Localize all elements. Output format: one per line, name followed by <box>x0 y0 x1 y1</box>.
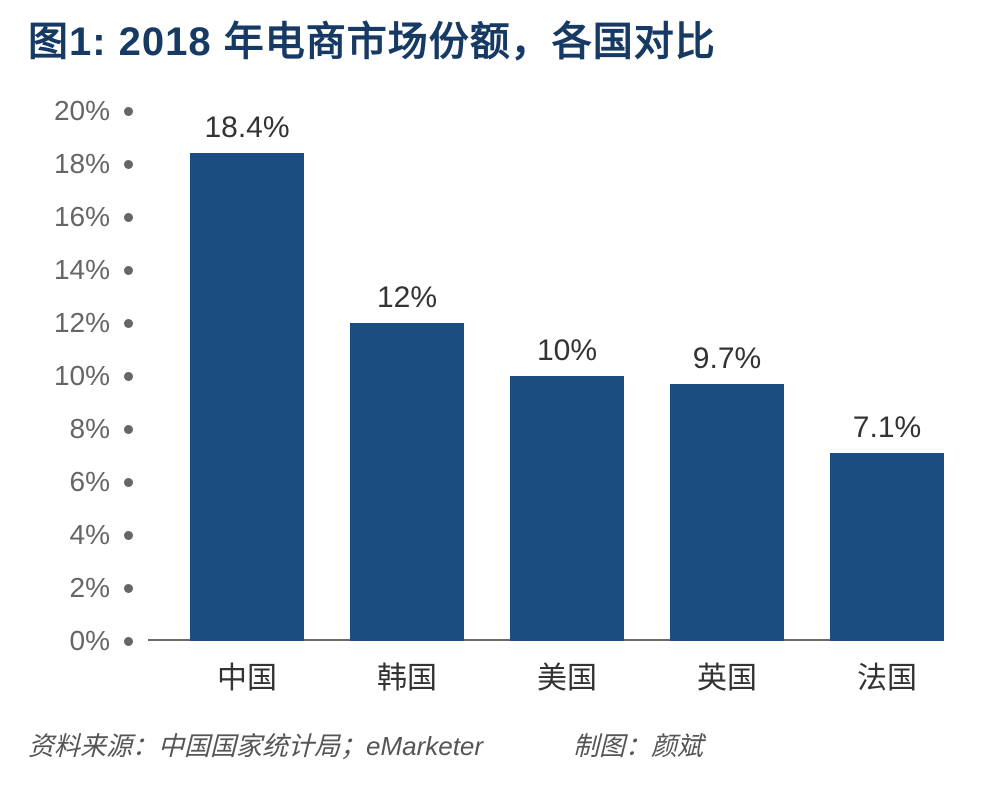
x-category-label: 中国 <box>157 641 337 697</box>
y-tick-marker <box>124 319 133 328</box>
source-text: 资料来源：中国国家统计局；eMarketer <box>28 726 483 763</box>
y-tick-label: 10% <box>54 360 110 392</box>
credit-text: 制图：颜斌 <box>573 726 703 763</box>
y-tick-marker <box>124 213 133 222</box>
bar-value-label: 7.1% <box>797 411 977 453</box>
bar-value-label: 18.4% <box>157 111 337 153</box>
y-tick-label: 14% <box>54 254 110 286</box>
bar-value-label: 10% <box>477 334 657 376</box>
y-tick: 8% <box>28 413 133 445</box>
y-tick: 16% <box>28 201 133 233</box>
bar-group: 7.1%法国 <box>830 453 944 641</box>
y-tick-label: 0% <box>70 625 110 657</box>
chart-title: 图1: 2018 年电商市场份额，各国对比 <box>28 18 953 66</box>
plot-region: 0%2%4%6%8%10%12%14%16%18%20%18.4%中国12%韩国… <box>148 111 938 641</box>
y-tick-marker <box>124 266 133 275</box>
y-tick-marker <box>124 478 133 487</box>
y-tick-label: 4% <box>70 519 110 551</box>
y-tick-label: 6% <box>70 466 110 498</box>
chart-figure: 图1: 2018 年电商市场份额，各国对比 0% 2% 4% 6% 8% 10% 12% 14… <box>0 0 981 791</box>
x-category-label: 美国 <box>477 641 657 697</box>
y-tick-marker <box>124 425 133 434</box>
y-tick: 14% <box>28 254 133 286</box>
bar <box>190 153 304 641</box>
y-tick-marker <box>124 160 133 169</box>
bar-group: 9.7%英国 <box>670 384 784 641</box>
y-tick-marker <box>124 372 133 381</box>
y-tick-label: 20% <box>54 95 110 127</box>
y-tick-marker <box>124 107 133 116</box>
bar <box>510 376 624 641</box>
y-tick: 0% <box>28 625 133 657</box>
bar-group: 10%美国 <box>510 376 624 641</box>
chart-footer: 资料来源：中国国家统计局；eMarketer 制图：颜斌 <box>28 726 953 763</box>
chart-area: 0% 2% 4% 6% 8% 10% 12% 14% 16% 18% 20% 18.4%中国 12%韩国… <box>28 86 938 686</box>
y-tick: 18% <box>28 148 133 180</box>
bar-group: 18.4%中国 <box>190 153 304 641</box>
x-category-label: 法国 <box>797 641 977 697</box>
x-category-label: 英国 <box>637 641 817 697</box>
bar <box>670 384 784 641</box>
y-tick-marker <box>124 584 133 593</box>
y-tick-marker <box>124 531 133 540</box>
y-tick-label: 8% <box>70 413 110 445</box>
bar <box>830 453 944 641</box>
y-tick-label: 18% <box>54 148 110 180</box>
y-tick-label: 12% <box>54 307 110 339</box>
bar-value-label: 9.7% <box>637 342 817 384</box>
bar-value-label: 12% <box>317 281 497 323</box>
bar-group: 12%韩国 <box>350 323 464 641</box>
y-tick: 12% <box>28 307 133 339</box>
y-tick: 20% <box>28 95 133 127</box>
y-tick: 6% <box>28 466 133 498</box>
y-tick-label: 2% <box>70 572 110 604</box>
bar <box>350 323 464 641</box>
y-tick: 10% <box>28 360 133 392</box>
y-tick-marker <box>124 637 133 646</box>
y-tick-label: 16% <box>54 201 110 233</box>
x-category-label: 韩国 <box>317 641 497 697</box>
y-tick: 2% <box>28 572 133 604</box>
y-tick: 4% <box>28 519 133 551</box>
